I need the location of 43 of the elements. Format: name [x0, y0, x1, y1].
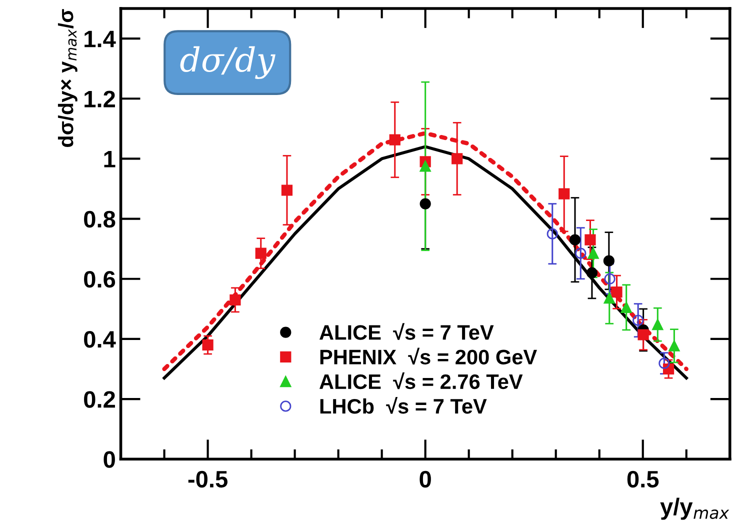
- point: [389, 134, 400, 146]
- point: [569, 234, 581, 246]
- y-tick-label: 1: [104, 151, 116, 168]
- point: [668, 340, 680, 352]
- annotation: dσ/dy: [180, 46, 276, 79]
- point: [575, 248, 586, 259]
- point: [586, 267, 598, 278]
- point: [603, 255, 614, 266]
- y-tick-label: 0.8: [84, 210, 116, 228]
- point: [611, 286, 622, 298]
- legend-label: PHENIX √s = 200 GeV: [320, 348, 537, 365]
- point: [230, 294, 241, 306]
- point: [652, 318, 664, 330]
- y-tick-label: 0.6: [84, 270, 116, 288]
- y-axis-title: dσ/dy× y$_{max}$/σ: [58, 9, 78, 148]
- point: [632, 314, 644, 326]
- x-axis-title: y/y$_{max}$: [660, 498, 730, 520]
- y-tick-label: 0.4: [84, 331, 116, 348]
- x-tick-label: -0.5: [188, 470, 228, 488]
- legend-label: ALICE √s = 7 TeV: [320, 323, 494, 340]
- x-tick-label: 0: [420, 470, 431, 488]
- point: [658, 358, 670, 369]
- point: [588, 248, 599, 259]
- point: [604, 292, 615, 304]
- y-tick-label: 0.2: [84, 391, 115, 408]
- point: [255, 248, 266, 259]
- point: [620, 302, 632, 313]
- y-tick-label: 1.2: [84, 90, 115, 108]
- x-tick-label: 0.5: [627, 470, 659, 488]
- point: [452, 153, 463, 164]
- point: [420, 160, 431, 172]
- point: [546, 228, 558, 240]
- point: [638, 329, 649, 340]
- point: [558, 188, 570, 200]
- legend-label: ALICE √s = 2.76 TeV: [320, 372, 523, 390]
- point: [604, 273, 616, 284]
- point: [420, 198, 431, 210]
- point: [202, 339, 214, 351]
- legend-label: LHCb √s = 7 TeV: [320, 397, 487, 414]
- point: [584, 234, 596, 246]
- y-tick-label: 0: [104, 451, 115, 468]
- y-tick-label: 1.4: [84, 30, 116, 48]
- point: [281, 184, 293, 196]
